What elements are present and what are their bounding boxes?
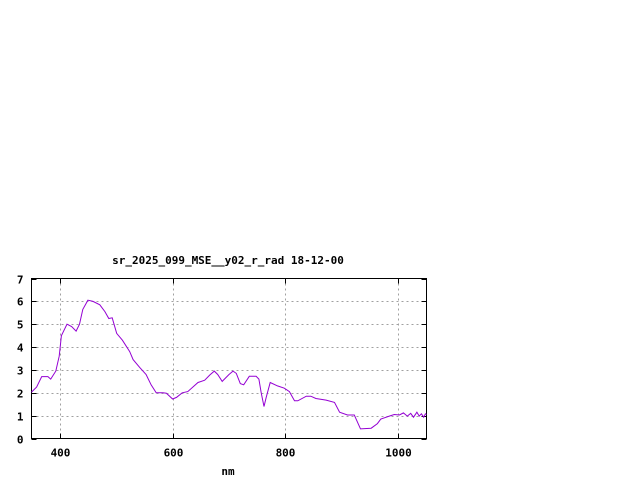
y-tick-label: 7: [17, 274, 24, 287]
grid: [31, 278, 427, 439]
x-axis-label: nm: [221, 465, 235, 478]
x-tick-label: 800: [276, 447, 296, 460]
plot-border: [31, 278, 427, 439]
x-tick-label: 1000: [385, 447, 412, 460]
y-tick-label: 3: [17, 365, 24, 378]
y-tick-label: 0: [17, 434, 24, 447]
y-tick-label: 4: [17, 342, 24, 355]
y-tick-label: 5: [17, 319, 24, 332]
y-tick-label: 2: [17, 388, 24, 401]
x-tick-label: 600: [164, 447, 184, 460]
x-tick-label: 400: [51, 447, 71, 460]
series-line: [31, 299, 427, 430]
chart-title: sr_2025_099_MSE__y02_r_rad 18-12-00: [112, 254, 344, 267]
axis-ticks: 0 1 2 3 4 5 6 7 400 600 800 1000: [17, 274, 427, 460]
y-tick-label: 1: [17, 411, 24, 424]
y-tick-label: 6: [17, 296, 24, 309]
